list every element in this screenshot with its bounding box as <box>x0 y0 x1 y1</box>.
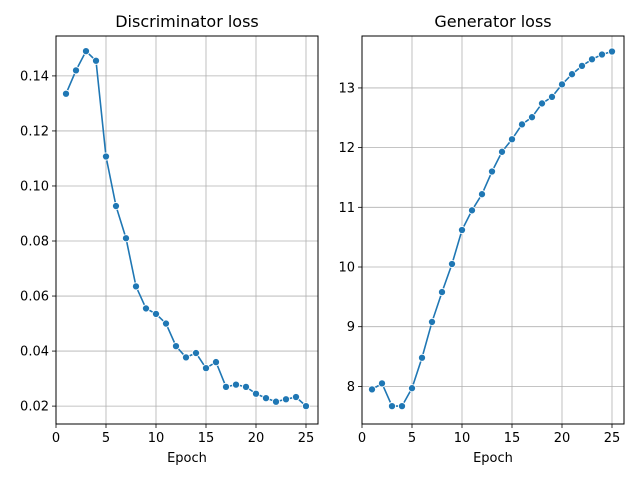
data-point <box>567 70 577 79</box>
data-point <box>291 392 301 402</box>
y-tick-label: 13 <box>338 81 355 96</box>
data-point <box>111 202 121 211</box>
x-axis-label: Epoch <box>473 451 513 466</box>
data-point <box>301 402 311 411</box>
y-tick-label: 10 <box>338 261 355 276</box>
data-point <box>587 55 597 64</box>
y-tick-label: 8 <box>347 380 355 395</box>
series-line <box>371 50 613 407</box>
data-point <box>487 167 497 176</box>
data-point <box>607 47 617 56</box>
y-tick-label: 0.04 <box>20 345 49 360</box>
series-line <box>65 49 307 407</box>
y-tick-label: 12 <box>338 141 355 156</box>
x-tick-label: 20 <box>248 431 265 446</box>
data-point <box>407 384 417 393</box>
y-tick-label: 9 <box>347 320 355 335</box>
data-point <box>91 56 101 65</box>
y-tick-label: 11 <box>338 201 355 216</box>
data-point <box>271 397 281 406</box>
data-point <box>161 319 171 328</box>
data-point <box>537 99 547 108</box>
data-point <box>577 61 587 70</box>
data-point <box>141 304 151 313</box>
data-point <box>397 402 407 411</box>
y-tick-label: 0.06 <box>20 290 49 305</box>
y-tick-label: 0.14 <box>20 69 49 84</box>
data-point <box>557 80 567 89</box>
data-point <box>527 113 537 122</box>
data-point <box>71 66 81 75</box>
y-tick-label: 0.12 <box>20 124 49 139</box>
data-point <box>101 152 111 161</box>
data-point <box>467 206 477 215</box>
data-point <box>517 120 527 129</box>
data-point <box>597 50 607 59</box>
data-point <box>377 379 387 388</box>
data-point <box>251 389 261 398</box>
x-axis-label: Epoch <box>167 451 207 466</box>
data-point <box>151 309 161 318</box>
data-point <box>211 358 221 367</box>
data-point <box>231 380 241 389</box>
x-tick-label: 15 <box>504 431 521 446</box>
x-tick-label: 0 <box>52 431 60 446</box>
discriminator-loss-chart: 0 5 10 15 20 25 0.02 0.04 0.06 0.08 0.10 0.12 0.14 Di… <box>20 12 319 466</box>
x-tick-label: 15 <box>198 431 215 446</box>
data-point <box>171 342 181 351</box>
x-tick-label: 10 <box>148 431 165 446</box>
y-tick-label: 0.08 <box>20 235 49 250</box>
x-tick-label: 25 <box>298 431 315 446</box>
data-point <box>131 282 141 291</box>
data-point <box>437 288 447 297</box>
data-point <box>507 135 517 144</box>
data-point <box>81 47 91 56</box>
data-point <box>547 92 557 101</box>
data-point <box>427 317 437 326</box>
plot-frame <box>55 35 319 425</box>
data-point <box>121 234 131 243</box>
data-point <box>261 394 271 403</box>
y-tick-label: 0.10 <box>20 179 49 194</box>
y-tick-label: 0.02 <box>20 400 49 415</box>
data-point <box>201 364 211 373</box>
data-point <box>497 147 507 156</box>
data-point <box>221 382 231 391</box>
plot-frame <box>361 35 625 425</box>
data-point <box>181 353 191 362</box>
chart-title: Discriminator loss <box>115 12 259 31</box>
data-point <box>281 395 291 404</box>
x-tick-label: 0 <box>358 431 366 446</box>
data-point <box>447 259 457 269</box>
x-tick-label: 20 <box>554 431 571 446</box>
data-point <box>477 190 487 199</box>
x-tick-label: 5 <box>102 431 110 446</box>
x-tick-label: 25 <box>604 431 621 446</box>
data-point <box>367 385 377 394</box>
data-point <box>387 402 397 411</box>
x-tick-label: 5 <box>408 431 416 446</box>
data-point <box>191 348 201 358</box>
x-tick-label: 10 <box>454 431 471 446</box>
data-point <box>417 353 427 362</box>
chart-title: Generator loss <box>434 12 551 31</box>
data-point <box>241 382 251 391</box>
data-point <box>61 89 71 98</box>
generator-loss-chart: 0 5 10 15 20 25 8 9 10 11 12 13 Generator loss Epoch <box>338 12 625 466</box>
data-point <box>457 225 467 235</box>
